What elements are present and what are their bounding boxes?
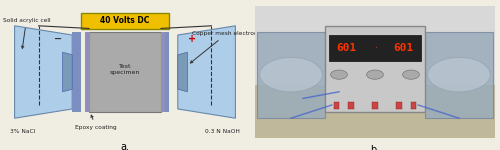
Text: b.: b. <box>370 145 380 150</box>
Bar <box>410 102 416 109</box>
Polygon shape <box>62 52 72 92</box>
Bar <box>324 26 426 112</box>
Bar <box>89 32 161 112</box>
Polygon shape <box>178 26 236 118</box>
Bar <box>72 32 80 112</box>
Circle shape <box>260 57 322 92</box>
Text: 601: 601 <box>336 43 356 53</box>
Bar <box>426 32 492 118</box>
Bar <box>255 85 495 138</box>
Text: −: − <box>54 34 62 44</box>
Bar <box>86 32 89 112</box>
Bar <box>161 32 166 112</box>
Bar <box>330 35 420 62</box>
Bar <box>348 102 354 109</box>
Text: a.: a. <box>120 142 130 150</box>
Circle shape <box>428 57 490 92</box>
Bar <box>372 102 378 109</box>
Bar <box>334 102 340 109</box>
Text: 601: 601 <box>394 43 414 53</box>
Text: 40 Volts DC: 40 Volts DC <box>100 16 150 25</box>
Text: 0.3 N NaOH: 0.3 N NaOH <box>206 129 240 134</box>
Circle shape <box>402 70 419 79</box>
Text: Copper mesh electrode: Copper mesh electrode <box>190 31 262 63</box>
Text: Epoxy coating: Epoxy coating <box>76 115 117 130</box>
FancyBboxPatch shape <box>80 13 170 29</box>
Polygon shape <box>178 52 188 92</box>
Bar <box>258 32 324 118</box>
Text: ·: · <box>374 44 376 53</box>
Circle shape <box>330 70 347 79</box>
Text: +: + <box>188 34 196 44</box>
Text: Test
specimen: Test specimen <box>110 64 140 75</box>
Polygon shape <box>14 26 72 118</box>
Bar <box>161 32 170 112</box>
Text: Solid acrylic cell: Solid acrylic cell <box>2 18 50 48</box>
Circle shape <box>366 70 384 79</box>
Bar <box>255 6 495 85</box>
Bar <box>396 102 402 109</box>
Text: 3% NaCl: 3% NaCl <box>10 129 35 134</box>
